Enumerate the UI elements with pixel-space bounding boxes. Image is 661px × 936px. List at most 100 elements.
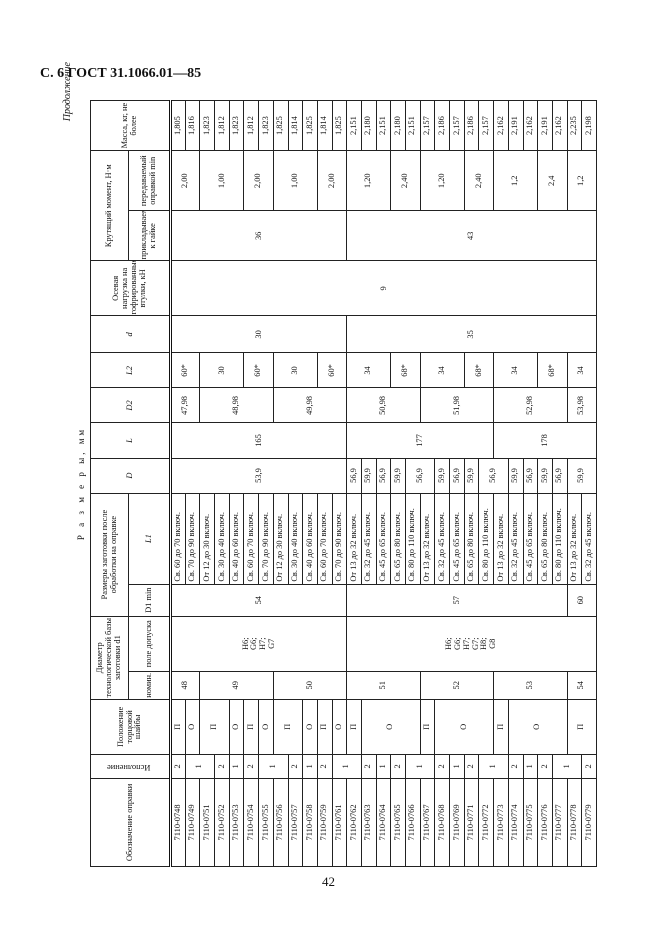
cell-L1: Св. 45 до 65 включ. (449, 493, 465, 585)
cell-D2: 48,98 (199, 387, 274, 423)
cell-L1: Св. 32 до 45 включ. (508, 493, 523, 585)
cell-mass: 2,186 (464, 100, 479, 151)
cell-designation: 7110-0752 (214, 778, 230, 867)
cell-version: 2 (288, 754, 303, 779)
cell-D1-min: 54 (170, 584, 347, 617)
cell-torque-transmitted: 2,40 (464, 150, 494, 211)
cell-L1: Св. 60 до 70 включ. (170, 493, 186, 585)
cell-mass: 2,186 (434, 100, 450, 151)
cell-washer-position: П (567, 699, 597, 755)
cell-designation: 7110-0777 (552, 778, 568, 867)
cell-L1: Св. 45 до 65 включ. (376, 493, 391, 585)
cell-version: 1 (332, 754, 362, 779)
cell-washer-position: П (346, 699, 362, 755)
cell-torque-applied: 43 (346, 210, 597, 261)
cell-designation: 7110-0767 (420, 778, 435, 867)
cell-version: 2 (317, 754, 333, 779)
cell-mass: 2,162 (493, 100, 509, 151)
cell-designation: 7110-0766 (405, 778, 421, 867)
cell-L2: 30 (273, 352, 318, 388)
cell-mass: 2,180 (390, 100, 406, 151)
cell-mass: 2,157 (478, 100, 494, 151)
cell-D: 56,9 (376, 458, 391, 494)
cell-L: 178 (493, 422, 597, 459)
cell-designation: 7110-0762 (346, 778, 362, 867)
cell-L1: Св. 45 до 65 включ. (523, 493, 538, 585)
cell-L: 165 (170, 422, 347, 459)
cell-L1: Св. 80 до 110 включ. (405, 493, 421, 585)
cell-mass: 2,191 (537, 100, 553, 151)
page-title: С. 6 ГОСТ 31.1066.01—85 (40, 66, 202, 81)
cell-mass: 1,805 (170, 100, 186, 151)
header-washer-position: Положение торцовой шайбы (90, 699, 171, 755)
cell-version: 1 (478, 754, 509, 779)
cell-torque-transmitted: 2,4 (537, 150, 568, 211)
header-L2-label: L2 (124, 366, 134, 375)
cell-torque-transmitted: 2,00 (317, 150, 347, 211)
cell-mass: 2,191 (508, 100, 523, 151)
cell-mass: 2,151 (405, 100, 421, 151)
cell-D: 59,9 (390, 458, 406, 494)
cell-L1: Св. 80 до 110 включ. (552, 493, 568, 585)
cell-D: 59,9 (508, 458, 523, 494)
header-D: D (90, 458, 171, 494)
header-version: Исполнение (90, 754, 171, 779)
header-D-label: D (124, 472, 134, 479)
header-D2: D2 (90, 387, 171, 423)
table-row: 7110-0748 2 П 48 H6; G6; H7; G7 54 Св. 60 до 7… (170, 100, 597, 867)
cell-L2: 68* (464, 352, 494, 388)
cell-base-nominal: 48 (170, 671, 200, 700)
cell-D2: 52,98 (493, 387, 568, 423)
cell-mass: 1,825 (332, 100, 347, 151)
cell-L2: 60* (243, 352, 274, 388)
header-base-nominal: номин. (128, 671, 171, 700)
cell-D: 59,9 (464, 458, 479, 494)
cell-version: 1 (302, 754, 318, 779)
header-D2-label: D2 (124, 400, 134, 411)
cell-D2: 51,98 (420, 387, 494, 423)
cell-L1: От 12 до 30 включ. (199, 493, 215, 585)
cell-D2: 53,98 (567, 387, 597, 423)
cell-designation: 7110-0775 (523, 778, 538, 867)
cell-designation: 7110-0771 (464, 778, 479, 867)
cell-D2: 49,98 (273, 387, 347, 423)
cell-designation: 7110-0769 (449, 778, 465, 867)
cell-L2: 34 (493, 352, 538, 388)
cell-D: 56,9 (346, 458, 362, 494)
cell-D: 59,9 (537, 458, 553, 494)
cell-D1-min: 60 (567, 584, 597, 617)
cell-L1: Св. 40 до 60 включ. (302, 493, 318, 585)
cell-torque-transmitted: 2,00 (243, 150, 274, 211)
cell-washer-position: П (273, 699, 303, 755)
cell-torque-transmitted: 2,40 (390, 150, 421, 211)
cell-washer-position: П (199, 699, 230, 755)
cell-L2: 34 (567, 352, 597, 388)
cell-L1: Св. 65 до 80 включ. (390, 493, 406, 585)
cell-version: 1 (449, 754, 465, 779)
cell-version: 1 (185, 754, 215, 779)
cell-mass: 2,162 (552, 100, 568, 151)
cell-version: 2 (434, 754, 450, 779)
cell-version: 2 (537, 754, 553, 779)
header-base-tolerance: поле допуска (128, 616, 171, 672)
cell-D2: 50,98 (346, 387, 421, 423)
table-body: 7110-0748 2 П 48 H6; G6; H7; G7 54 Св. 60 до 7… (170, 100, 597, 867)
cell-base-nominal: 49 (199, 671, 274, 700)
cell-D: 56,9 (449, 458, 465, 494)
cell-washer-position: О (302, 699, 318, 755)
cell-mass: 1,814 (317, 100, 333, 151)
cell-L1: Св. 30 до 40 включ. (214, 493, 230, 585)
cell-L2: 68* (537, 352, 568, 388)
cell-designation: 7110-0778 (567, 778, 582, 867)
cell-designation: 7110-0753 (229, 778, 244, 867)
cell-L1: Св. 70 до 90 включ. (185, 493, 200, 585)
cell-designation: 7110-0757 (288, 778, 303, 867)
cell-version: 1 (258, 754, 288, 779)
cell-torque-transmitted: 2,00 (170, 150, 200, 211)
cell-L2: 30 (199, 352, 244, 388)
cell-base-nominal: 54 (567, 671, 597, 700)
cell-base-nominal: 50 (273, 671, 347, 700)
cell-mass: 1,825 (302, 100, 318, 151)
cell-version: 2 (508, 754, 523, 779)
cell-designation: 7110-0756 (273, 778, 288, 867)
